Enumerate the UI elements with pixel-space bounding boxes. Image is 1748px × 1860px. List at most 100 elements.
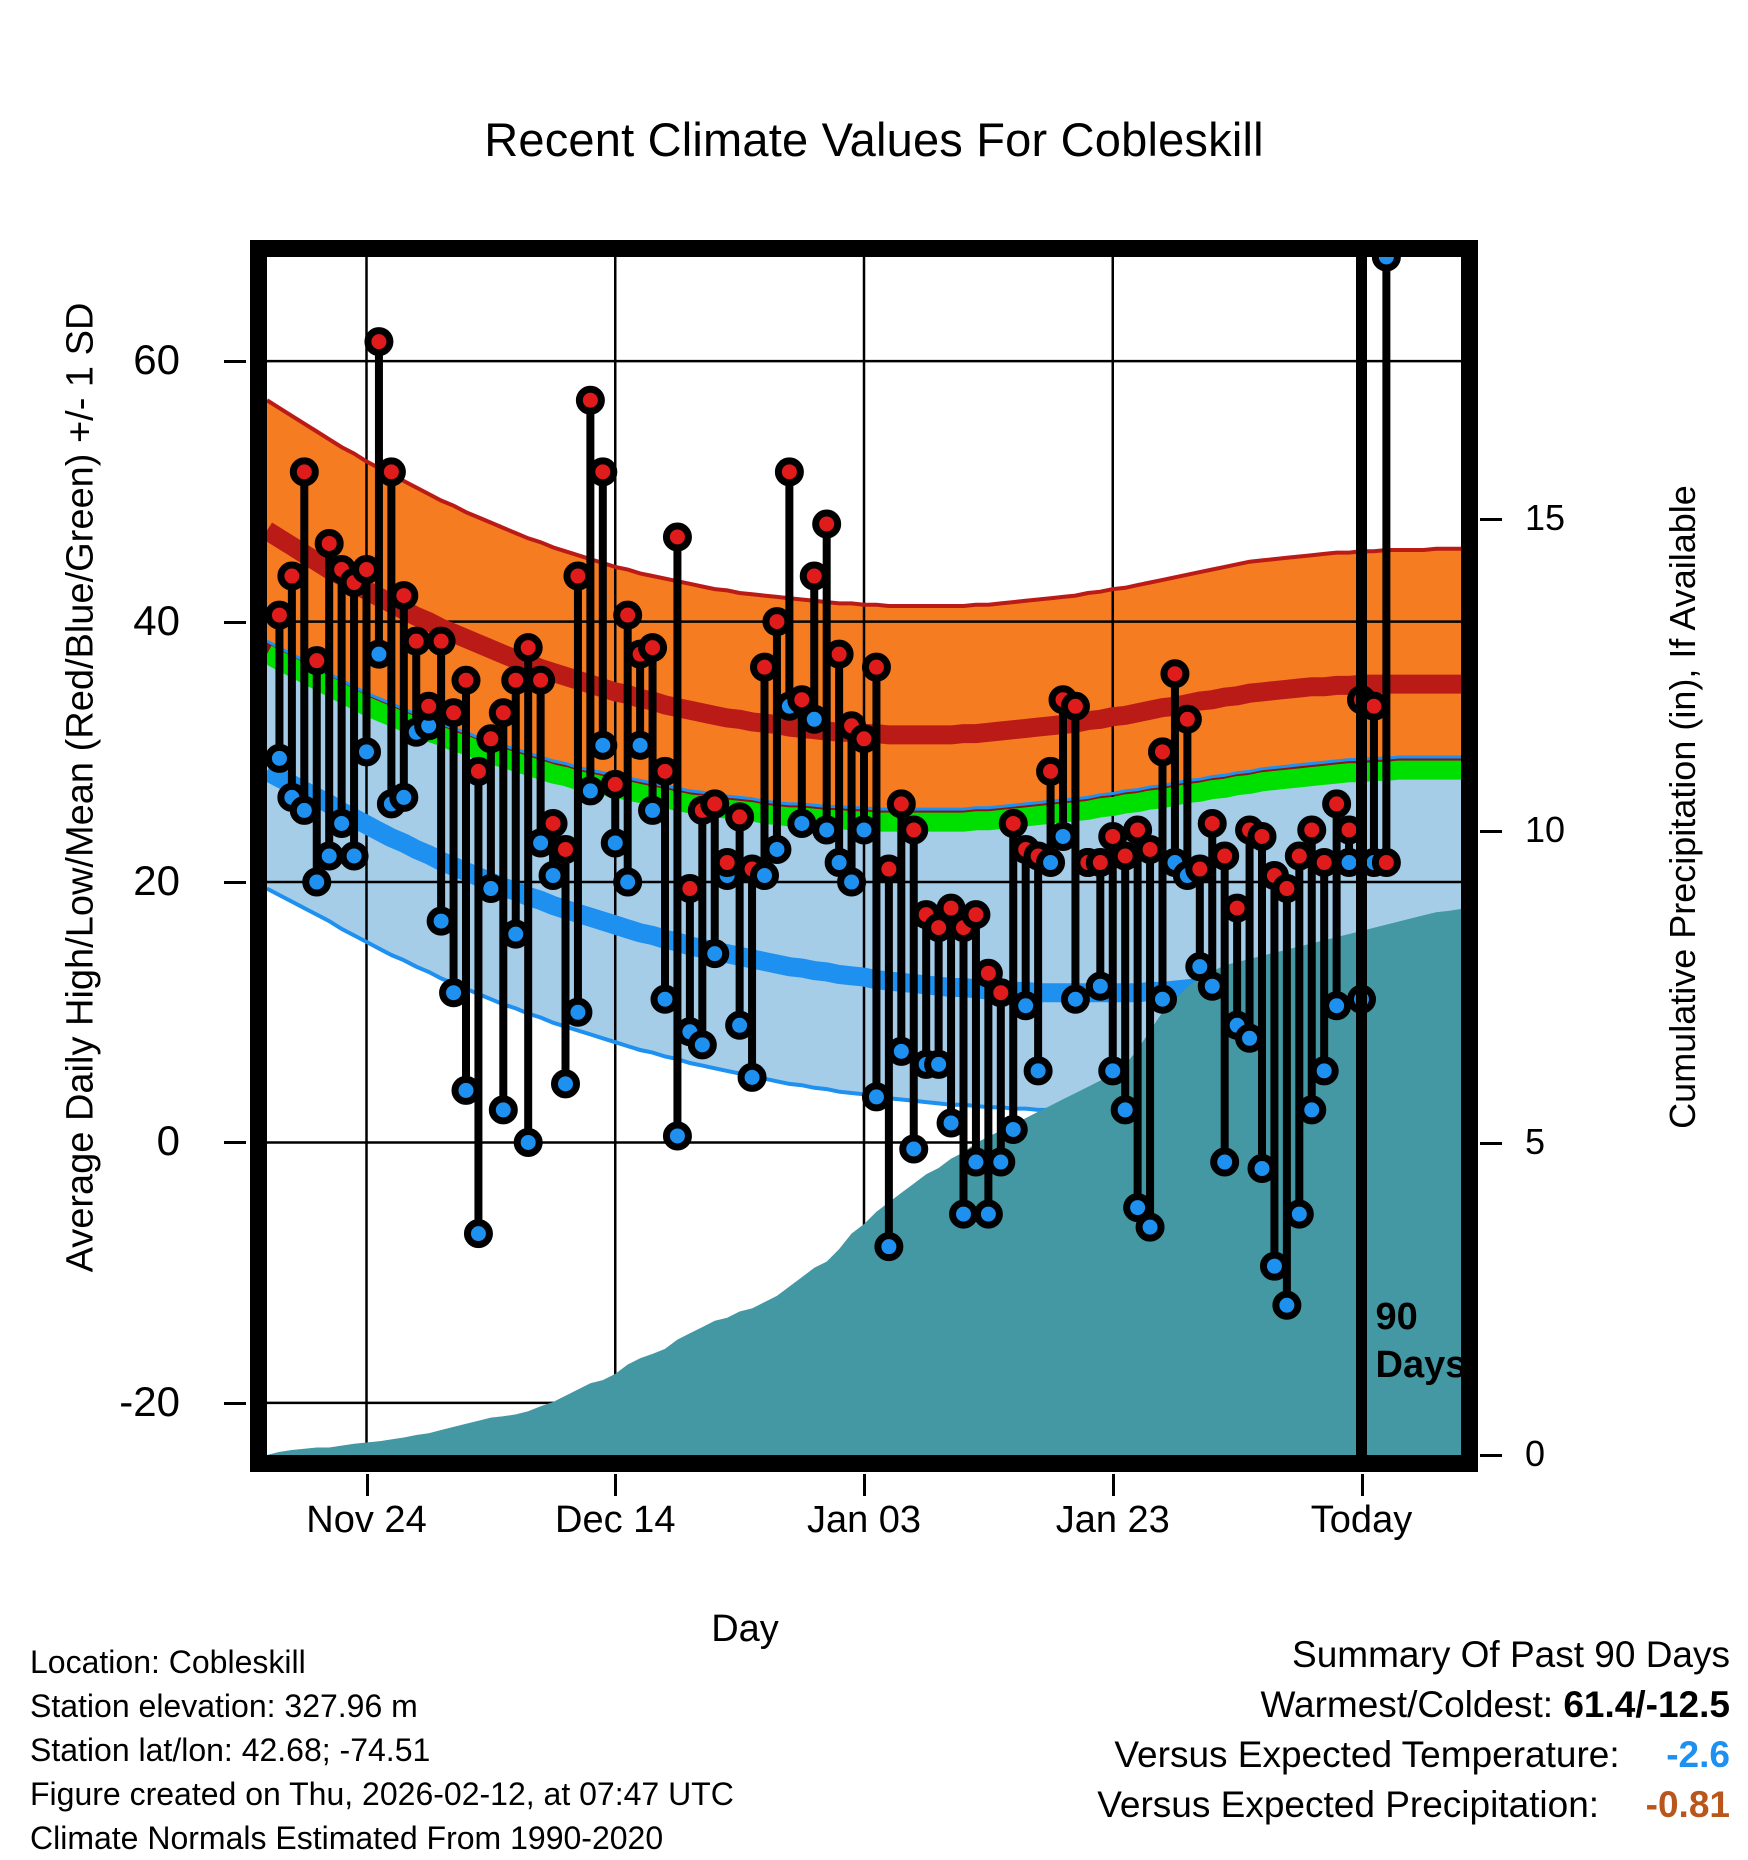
observed-high-marker [267, 600, 294, 630]
observed-low-marker [1272, 1290, 1302, 1320]
observed-low-marker [886, 1036, 916, 1066]
y-axis-left-tickmark [224, 620, 246, 624]
warmest-coldest-label: Warmest/Coldest: [1260, 1684, 1554, 1725]
observed-low-marker [513, 1127, 543, 1157]
observed-low-marker [314, 841, 344, 871]
observed-high-marker [774, 457, 804, 487]
x-axis-tick-label: Jan 03 [806, 1499, 922, 1541]
observed-high-marker [986, 978, 1016, 1008]
y-axis-left-label: Average Daily High/Low/Mean (Red/Blue/Gr… [59, 302, 102, 1273]
summary-panel: Summary Of Past 90 Days Warmest/Coldest:… [1097, 1630, 1730, 1830]
observed-high-marker [1148, 737, 1177, 767]
observed-high-marker [1085, 848, 1115, 878]
observed-low-marker [961, 1147, 991, 1177]
y-axis-right-tickmark [1480, 518, 1502, 522]
observed-low-marker [1297, 1095, 1327, 1125]
observed-high-marker [1060, 691, 1090, 721]
observed-high-marker [463, 756, 493, 786]
observation-stems [275, 257, 1391, 1306]
observed-low-marker [874, 1232, 904, 1262]
x-axis-label: Day [711, 1608, 779, 1650]
y-axis-right-tickmark [1480, 830, 1502, 834]
x-axis-tickmark [1360, 1474, 1364, 1496]
observed-low-marker [1284, 1199, 1314, 1229]
y-axis-right-label: Cumulative Precipitation (in), If Availa… [1662, 485, 1703, 1129]
observed-high-marker [414, 691, 444, 721]
y-axis-right-tick-label: 15 [1525, 497, 1566, 539]
observed-low-marker [1023, 1056, 1053, 1086]
observed-high-marker [600, 769, 630, 799]
observed-high-marker [538, 808, 568, 838]
observed-high-marker [849, 724, 879, 754]
observed-low-marker [837, 867, 867, 897]
observed-high-marker [961, 900, 991, 930]
observed-high-marker [1098, 821, 1128, 851]
y-axis-right-tick-label: 0 [1525, 1433, 1546, 1474]
observed-low-marker [861, 1082, 891, 1112]
observed-low-marker [949, 1199, 978, 1229]
observed-high-marker [352, 555, 381, 585]
observed-high-marker [936, 893, 966, 923]
x-axis-tickmark [863, 1474, 866, 1496]
observed-low-marker [1322, 991, 1352, 1021]
observed-low-marker [1185, 952, 1215, 982]
observed-low-marker [849, 815, 879, 845]
ninety-days-label-line2: Days [1376, 1344, 1462, 1386]
observed-high-marker [451, 665, 481, 695]
observed-low-marker [538, 861, 568, 891]
metadata-elevation: Station elevation: 327.96 m [30, 1688, 418, 1724]
observed-low-marker [662, 1121, 692, 1151]
observed-low-marker [352, 737, 381, 767]
observed-low-marker [650, 984, 680, 1014]
observed-low-marker [725, 1010, 755, 1040]
observed-high-marker [725, 802, 755, 832]
observed-high-marker [1210, 841, 1240, 871]
observed-low-marker [1011, 991, 1041, 1021]
plot-canvas: 90 Days [267, 257, 1461, 1455]
y-axis-left-tickmark [224, 881, 246, 885]
observed-high-marker [1222, 893, 1252, 923]
y-axis-right-tickmark [1480, 1142, 1502, 1146]
observed-high-marker [998, 808, 1028, 838]
observed-high-marker [314, 528, 344, 558]
observed-high-marker [1284, 841, 1314, 871]
observed-low-marker [824, 848, 854, 878]
y-axis-right-tick-label: 5 [1525, 1121, 1546, 1163]
observed-high-marker [675, 874, 705, 904]
metadata-created: Figure created on Thu, 2026-02-12, at 07… [30, 1776, 734, 1812]
observed-low-marker [339, 841, 369, 871]
warmest-coldest-value: 61.4/-12.5 [1563, 1684, 1730, 1725]
observed-high-marker [1371, 848, 1401, 878]
observed-low-marker [302, 867, 332, 897]
observed-low-marker [267, 743, 294, 773]
observed-high-marker [1135, 834, 1165, 864]
observed-low-marker [1148, 984, 1177, 1014]
observed-high-marker [389, 581, 419, 611]
observed-high-marker [439, 698, 469, 728]
y-axis-left-tick-label: 60 [133, 336, 180, 384]
y-axis-left-tick-label: 0 [156, 1117, 180, 1165]
observed-high-marker [1322, 789, 1352, 819]
observed-high-marker [551, 834, 580, 864]
observed-low-marker [799, 704, 829, 734]
observed-low-marker [687, 1030, 717, 1060]
observed-low-marker [986, 1147, 1016, 1177]
observed-low-marker [364, 639, 394, 669]
observed-low-marker [1135, 1212, 1165, 1242]
y-axis-left-tickmark [224, 360, 246, 364]
observed-low-marker [899, 1134, 929, 1164]
observed-high-marker [1272, 874, 1302, 904]
observed-low-marker [327, 808, 357, 838]
observed-high-marker [501, 665, 531, 695]
y-axis-left-tick-label: 40 [133, 596, 180, 644]
observed-low-marker [1036, 848, 1066, 878]
observed-low-marker [1259, 1251, 1289, 1281]
observed-high-marker [1160, 659, 1190, 689]
observed-low-marker [638, 795, 668, 825]
page-title: Recent Climate Values For Cobleskill [484, 113, 1264, 166]
observed-high-marker [650, 756, 680, 786]
observed-high-marker [488, 698, 518, 728]
x-axis-tickmark [365, 1474, 369, 1496]
observed-high-marker [799, 561, 829, 591]
observed-low-marker [501, 919, 531, 949]
